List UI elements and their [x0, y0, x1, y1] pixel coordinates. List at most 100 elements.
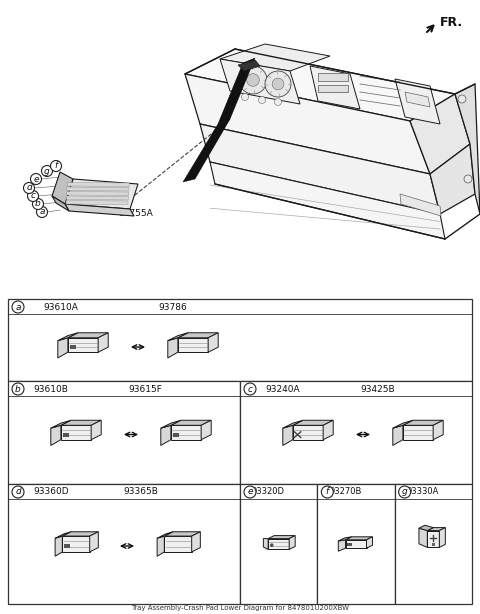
Polygon shape: [171, 420, 211, 426]
Circle shape: [50, 160, 61, 171]
Bar: [348, 543, 351, 546]
Polygon shape: [58, 333, 78, 341]
Polygon shape: [62, 532, 98, 536]
Polygon shape: [164, 536, 192, 552]
Polygon shape: [67, 192, 129, 195]
Text: a: a: [39, 208, 45, 217]
Text: a: a: [15, 303, 21, 311]
Polygon shape: [283, 420, 303, 428]
Polygon shape: [52, 196, 69, 211]
Circle shape: [31, 174, 41, 184]
Polygon shape: [400, 194, 441, 216]
Text: d: d: [15, 488, 21, 497]
Polygon shape: [168, 333, 188, 341]
Polygon shape: [419, 528, 427, 548]
Bar: [8, 299, 472, 381]
Text: d: d: [26, 184, 32, 193]
Circle shape: [12, 301, 24, 313]
Text: e: e: [33, 174, 39, 184]
Polygon shape: [51, 426, 61, 446]
Polygon shape: [68, 338, 98, 352]
Bar: [240, 381, 472, 484]
Circle shape: [41, 166, 52, 176]
Bar: [432, 543, 435, 546]
Circle shape: [270, 543, 274, 547]
Polygon shape: [192, 532, 200, 552]
Polygon shape: [220, 44, 330, 71]
Text: c: c: [248, 384, 252, 394]
Polygon shape: [367, 537, 372, 548]
Polygon shape: [185, 74, 430, 174]
Circle shape: [244, 486, 256, 498]
Text: 93330A: 93330A: [407, 488, 439, 497]
Bar: [64, 544, 70, 548]
Polygon shape: [67, 182, 129, 187]
Polygon shape: [68, 333, 108, 338]
Bar: [173, 432, 179, 437]
Text: g: g: [402, 488, 408, 497]
Circle shape: [247, 74, 259, 87]
Circle shape: [36, 206, 48, 217]
Polygon shape: [323, 420, 333, 440]
Circle shape: [464, 175, 472, 183]
Polygon shape: [264, 538, 268, 550]
Circle shape: [399, 486, 411, 498]
Text: FR.: FR.: [440, 16, 463, 29]
Circle shape: [265, 71, 291, 97]
Bar: [395, 484, 472, 604]
Text: 93610A: 93610A: [43, 303, 78, 311]
Polygon shape: [55, 536, 62, 556]
Text: b: b: [15, 384, 21, 394]
Polygon shape: [200, 124, 440, 214]
Polygon shape: [220, 59, 300, 104]
Circle shape: [24, 182, 35, 193]
Text: 93610B: 93610B: [33, 384, 68, 394]
Polygon shape: [62, 536, 90, 552]
Polygon shape: [208, 333, 218, 352]
Polygon shape: [66, 201, 128, 204]
Polygon shape: [289, 535, 295, 550]
Polygon shape: [65, 204, 134, 216]
Circle shape: [12, 486, 24, 498]
Polygon shape: [51, 420, 71, 428]
Circle shape: [27, 190, 38, 201]
Polygon shape: [185, 49, 455, 121]
Bar: [63, 432, 69, 437]
Bar: [8, 381, 240, 484]
Text: e: e: [247, 488, 253, 497]
Bar: [318, 73, 348, 81]
Text: 93320D: 93320D: [252, 488, 285, 497]
Text: g: g: [44, 166, 50, 176]
Bar: [8, 484, 240, 604]
Text: 93270B: 93270B: [329, 488, 362, 497]
Polygon shape: [61, 426, 91, 440]
Polygon shape: [393, 426, 403, 446]
Polygon shape: [427, 527, 445, 530]
Text: b: b: [35, 200, 41, 209]
Polygon shape: [419, 525, 433, 530]
Circle shape: [272, 78, 284, 90]
Polygon shape: [183, 119, 230, 182]
Text: 93365B: 93365B: [123, 488, 158, 497]
Polygon shape: [338, 540, 346, 551]
Polygon shape: [346, 540, 367, 548]
Polygon shape: [161, 426, 171, 446]
Text: Tray Assembly-Crash Pad Lower Diagram for 847801U200XBW: Tray Assembly-Crash Pad Lower Diagram fo…: [131, 605, 349, 611]
Text: 93240A: 93240A: [265, 384, 300, 394]
Polygon shape: [178, 333, 218, 338]
Polygon shape: [395, 79, 440, 124]
Text: c: c: [31, 192, 36, 201]
Polygon shape: [90, 532, 98, 552]
Text: 93786: 93786: [158, 303, 187, 311]
Polygon shape: [157, 532, 173, 538]
Circle shape: [275, 98, 281, 106]
Circle shape: [244, 383, 256, 395]
Polygon shape: [268, 538, 289, 550]
Polygon shape: [157, 536, 164, 556]
Polygon shape: [171, 426, 201, 440]
Polygon shape: [403, 420, 443, 426]
Polygon shape: [161, 420, 181, 428]
Polygon shape: [405, 92, 430, 107]
Polygon shape: [164, 532, 200, 536]
Polygon shape: [98, 333, 108, 352]
